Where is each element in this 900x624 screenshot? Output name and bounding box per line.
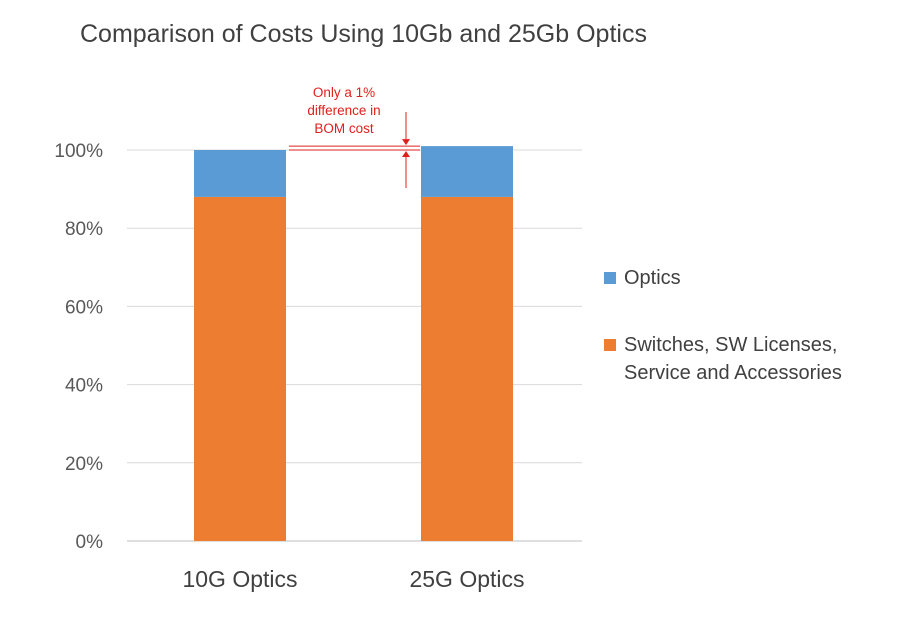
chart-title: Comparison of Costs Using 10Gb and 25Gb … [80,20,647,48]
legend-label-switches-line1: Switches, SW Licenses, [624,334,838,356]
annotation-arrow-up-head [402,151,410,157]
annotation-arrow-down-head [402,139,410,146]
x-tick-label-25g: 25G Optics [409,566,524,592]
y-tick-label-100: 100% [54,141,103,162]
legend-label-optics: Optics [624,267,681,289]
annotation-markers [289,112,420,188]
bar-10g-switches [194,196,286,542]
y-axis-tick-labels: 0% 20% 40% 60% 80% 100% [54,141,103,553]
legend-swatch-optics [604,272,616,284]
x-tick-label-10g: 10G Optics [182,566,297,592]
bar-25g-switches [421,196,513,542]
annotation-line-2: difference in [307,103,381,118]
y-tick-label-0: 0% [76,532,104,553]
legend-swatch-switches [604,339,616,351]
legend-label-switches-line2: Service and Accessories [624,362,842,384]
y-tick-label-60: 60% [65,297,103,318]
annotation-line-3: BOM cost [314,121,374,136]
y-tick-label-40: 40% [65,376,103,397]
annotation-text: Only a 1% difference in BOM cost [294,84,394,138]
y-tick-label-20: 20% [65,454,103,475]
bar-25g-optics [421,146,513,197]
annotation-line-1: Only a 1% [312,85,376,100]
bar-10g-optics [194,150,286,197]
x-axis-tick-labels: 10G Optics 25G Optics [182,566,524,592]
bars [194,146,513,542]
y-tick-label-80: 80% [65,219,103,240]
